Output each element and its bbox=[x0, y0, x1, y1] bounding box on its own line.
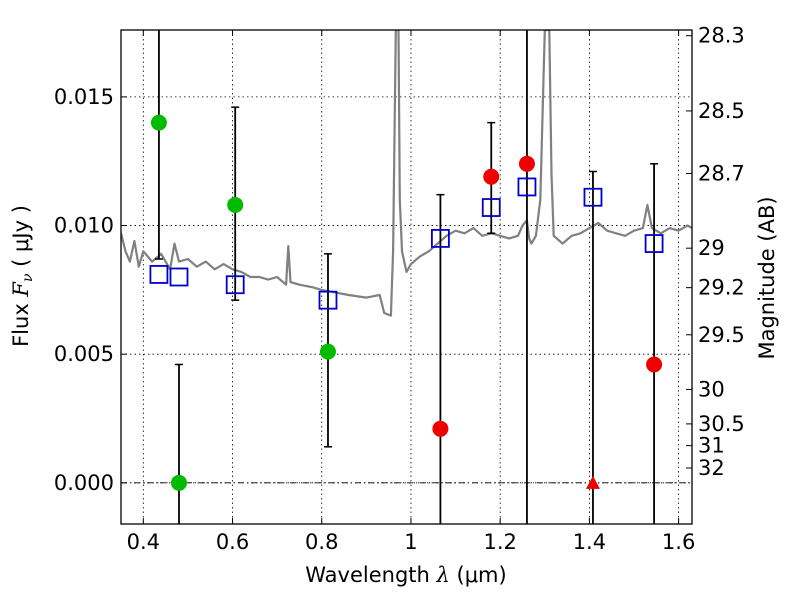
point-red bbox=[432, 420, 449, 437]
y2-tick-label: 32 bbox=[698, 456, 725, 480]
x-tick-label: 0.4 bbox=[127, 530, 160, 554]
y-tick-label: 0.005 bbox=[54, 342, 114, 366]
point-square-blue bbox=[583, 187, 603, 207]
grid bbox=[121, 30, 692, 524]
point-green bbox=[319, 343, 336, 360]
y2-tick-label: 28.5 bbox=[698, 99, 745, 123]
point-square-blue bbox=[431, 229, 450, 248]
x-tick-label: 1.6 bbox=[662, 530, 695, 554]
point-triangle-red bbox=[585, 475, 600, 489]
y-tick-label: 0.015 bbox=[54, 85, 114, 109]
point-square-blue bbox=[169, 267, 189, 287]
point-square-blue bbox=[225, 275, 245, 295]
x-axis-ticks: 0.4 0.6 0.8 1 1.2 1.4 1.6 bbox=[127, 30, 695, 554]
point-red bbox=[483, 168, 500, 185]
data-markers bbox=[149, 114, 664, 491]
point-green bbox=[170, 474, 187, 491]
y2-tick-label: 30.5 bbox=[698, 412, 745, 436]
y2-tick-label: 30 bbox=[698, 377, 725, 401]
point-square-blue bbox=[149, 265, 169, 284]
y2-tick-label: 31 bbox=[698, 434, 725, 458]
x-tick-label: 0.8 bbox=[305, 530, 338, 554]
point-green bbox=[227, 196, 244, 213]
x-tick-label: 1 bbox=[404, 530, 417, 554]
point-red bbox=[518, 155, 535, 172]
spectrum-line bbox=[121, 30, 692, 317]
y2-tick-label: 29 bbox=[698, 236, 725, 260]
y2-tick-label: 28.7 bbox=[698, 162, 745, 186]
y-tick-label: 0.000 bbox=[54, 471, 114, 495]
x-tick-label: 0.6 bbox=[216, 530, 249, 554]
point-square-blue bbox=[318, 290, 338, 310]
y-axis-ticks: 0.000 0.005 0.010 0.015 bbox=[54, 85, 127, 495]
point-square-blue bbox=[481, 198, 501, 217]
y2-tick-label: 29.5 bbox=[698, 323, 745, 347]
plot-frame bbox=[120, 29, 693, 525]
y2-axis-title: Magnitude (AB) bbox=[755, 196, 779, 359]
x-tick-label: 1.4 bbox=[573, 530, 606, 554]
x-axis-title: Wavelength λ (μm) bbox=[305, 563, 506, 587]
point-green bbox=[150, 114, 167, 131]
point-square-blue bbox=[517, 177, 537, 197]
spectrum bbox=[121, 30, 692, 317]
y2-tick-label: 28.3 bbox=[698, 24, 745, 48]
y-tick-label: 0.010 bbox=[54, 214, 114, 238]
x-tick-label: 1.2 bbox=[483, 530, 516, 554]
point-square-blue bbox=[644, 234, 664, 253]
y-axis-title: Flux Fν ( μJy ) bbox=[9, 205, 36, 347]
point-red bbox=[646, 356, 663, 373]
y2-tick-label: 29.2 bbox=[698, 276, 745, 300]
